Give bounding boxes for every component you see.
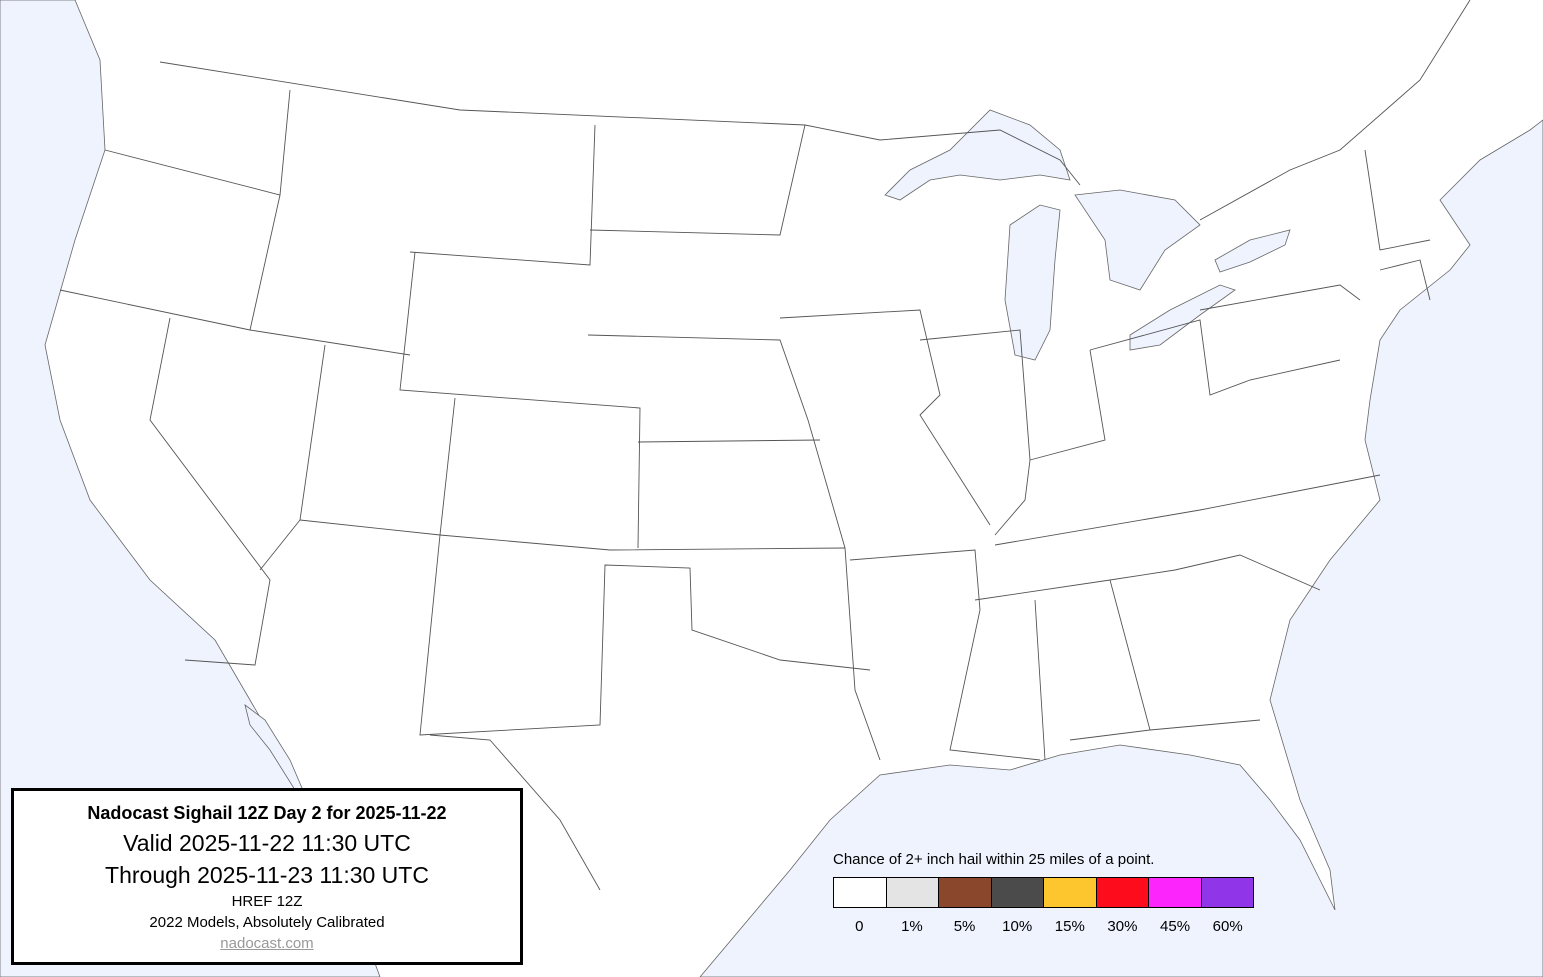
forecast-title: Nadocast Sighail 12Z Day 2 for 2025-11-2… bbox=[87, 803, 447, 823]
legend-color-bar bbox=[833, 877, 1254, 908]
legend-swatch bbox=[1044, 878, 1097, 907]
legend-label: 0 bbox=[855, 918, 864, 935]
lake-michigan bbox=[1004, 204, 1061, 361]
legend-label: 10% bbox=[1002, 918, 1033, 935]
through-time: Through 2025-11-23 11:30 UTC bbox=[105, 862, 429, 888]
calibration-note: 2022 Models, Absolutely Calibrated bbox=[149, 914, 385, 931]
state-borders bbox=[59, 0, 1471, 891]
nadocast-link[interactable]: nadocast.com bbox=[220, 935, 314, 952]
forecast-info-box: Nadocast Sighail 12Z Day 2 for 2025-11-2… bbox=[11, 788, 523, 965]
legend-swatch bbox=[1096, 878, 1149, 907]
legend-label: 30% bbox=[1107, 918, 1138, 935]
lake-huron bbox=[1074, 189, 1201, 291]
legend-label: 5% bbox=[953, 918, 976, 935]
model-name: HREF 12Z bbox=[231, 893, 303, 910]
legend-title: Chance of 2+ inch hail within 25 miles o… bbox=[833, 851, 1155, 868]
legend-swatch bbox=[1201, 878, 1253, 907]
gulf-and-atlantic bbox=[699, 119, 1543, 977]
legend-labels: 0 1% 5% 10% 15% 30% 45% 60% bbox=[833, 918, 1254, 935]
legend-swatch bbox=[939, 878, 992, 907]
lake-erie bbox=[1129, 284, 1236, 351]
legend-swatch bbox=[886, 878, 939, 907]
lake-superior bbox=[884, 109, 1071, 201]
legend-swatch bbox=[991, 878, 1044, 907]
legend-swatch bbox=[834, 878, 887, 907]
legend-label: 45% bbox=[1160, 918, 1191, 935]
legend-label: 60% bbox=[1212, 918, 1243, 935]
probability-legend: Chance of 2+ inch hail within 25 miles o… bbox=[833, 851, 1254, 935]
legend-swatch bbox=[1149, 878, 1202, 907]
legend-label: 1% bbox=[901, 918, 923, 935]
lake-ontario bbox=[1214, 229, 1291, 273]
valid-time: Valid 2025-11-22 11:30 UTC bbox=[123, 830, 411, 856]
legend-label: 15% bbox=[1054, 918, 1085, 935]
